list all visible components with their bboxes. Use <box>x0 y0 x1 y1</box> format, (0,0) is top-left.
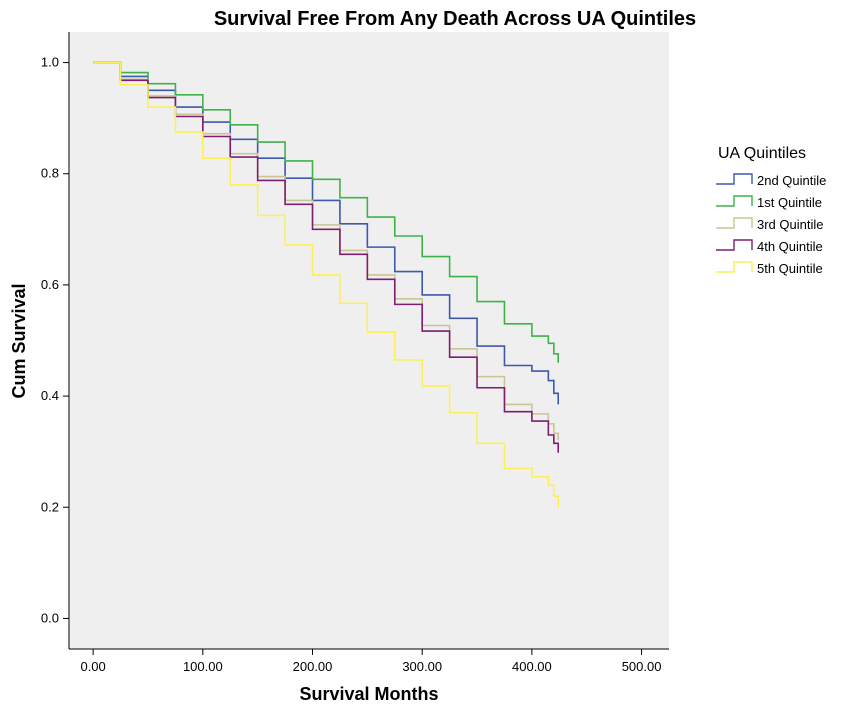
y-tick-label: 0.4 <box>41 388 59 403</box>
x-tick-label: 400.00 <box>512 659 552 674</box>
series-line-3 <box>93 61 560 441</box>
y-tick-label: 0.8 <box>41 166 59 181</box>
legend-swatch <box>716 195 753 207</box>
legend-swatch <box>716 261 753 273</box>
y-axis-label: Cum Survival <box>9 283 29 398</box>
legend-swatch <box>716 217 753 229</box>
legend-item-label: 3rd Quintile <box>757 217 823 232</box>
x-tick-label: 100.00 <box>183 659 223 674</box>
x-axis-label: Survival Months <box>299 684 438 704</box>
series-line-2 <box>93 61 560 363</box>
y-tick-label: 0.2 <box>41 499 59 514</box>
series-line-4 <box>93 61 560 453</box>
legend-items: 2nd Quintile 1st Quintile 3rd Quintile 4th … <box>716 173 826 276</box>
chart-title: Survival Free From Any Death Across UA Q… <box>214 8 696 30</box>
plot-area <box>69 32 669 649</box>
x-tick-label: 500.00 <box>622 659 662 674</box>
series-line-1 <box>93 61 560 405</box>
axes <box>68 32 669 650</box>
x-ticks: 0.00 100.00 200.00 300.00 400.00 500.00 <box>80 649 661 674</box>
x-tick-label: 300.00 <box>402 659 442 674</box>
series-line-5 <box>93 61 560 508</box>
legend-item-label: 5th Quintile <box>757 261 823 276</box>
legend-swatch <box>716 173 753 185</box>
legend-swatch <box>716 239 753 251</box>
y-ticks: 0.0 0.2 0.4 0.6 0.8 1.0 <box>41 55 69 625</box>
y-tick-label: 0.0 <box>41 610 59 625</box>
series-layer <box>93 61 560 508</box>
y-tick-label: 0.6 <box>41 277 59 292</box>
legend-item-label: 4th Quintile <box>757 239 823 254</box>
legend: UA Quintiles 2nd Quintile 1st Quintile 3rd… <box>716 145 826 276</box>
legend-item-label: 1st Quintile <box>757 195 822 210</box>
legend-title: UA Quintiles <box>718 145 806 162</box>
y-tick-label: 1.0 <box>41 55 59 70</box>
x-tick-label: 200.00 <box>293 659 333 674</box>
legend-item-label: 2nd Quintile <box>757 173 826 188</box>
x-tick-label: 0.00 <box>80 659 105 674</box>
